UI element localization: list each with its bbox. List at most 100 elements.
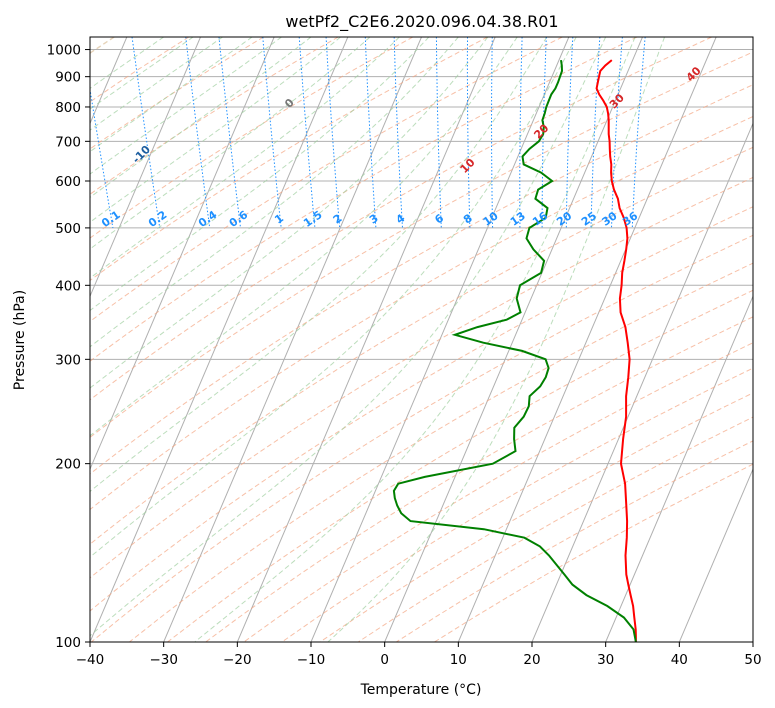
- mixing-ratio-line: [466, 37, 471, 228]
- dewpoint-profile-line: [392, 59, 637, 642]
- y-tick-label: 600: [55, 174, 81, 190]
- mixing-ratio-label: 6: [432, 211, 446, 226]
- isotherm-gridline: [678, 467, 753, 642]
- isotherm-gridline: [236, 37, 496, 642]
- moist-adiabat: [90, 37, 341, 223]
- mixing-ratio-label: 0.2: [146, 208, 169, 230]
- dry-adiabat: [90, 37, 264, 150]
- moist-adiabat: [90, 37, 577, 558]
- y-axis: 100 200 300 400 500 600 700 800 900 1000: [47, 43, 90, 651]
- dry-adiabat: [90, 115, 753, 511]
- mixing-ratio-line: [90, 86, 114, 228]
- moist-adiabat: [90, 37, 164, 90]
- chart-title: wetPf2_C2E6.2020.096.04.38.R01: [285, 12, 558, 32]
- y-tick-label: 200: [55, 457, 81, 473]
- x-tick-label: −10: [297, 652, 326, 668]
- dry-adiabat: [90, 37, 190, 103]
- dry-adiabat: [90, 176, 753, 579]
- isotherm-gridline: [457, 37, 717, 642]
- mixing-ratio-label: 4: [394, 211, 408, 226]
- temperature-profile-line: [595, 59, 637, 642]
- mixing-ratio-label: 13: [508, 209, 528, 228]
- moist-adiabat: [90, 37, 194, 110]
- dry-adiabat-label: -20: [0, 194, 18, 217]
- mixing-ratio-line: [590, 37, 601, 228]
- mixing-ratio-line: [435, 37, 442, 228]
- moist-adiabat: [90, 37, 371, 250]
- dry-adiabat: [90, 146, 753, 545]
- isotherm-gridline: [384, 37, 643, 642]
- y-tick-label: 500: [55, 221, 81, 237]
- dry-adiabat: [90, 84, 753, 475]
- isotherm-gridline: [531, 122, 753, 642]
- dry-adiabat: [90, 37, 712, 401]
- mixing-ratio-line: [393, 37, 403, 228]
- isotherm-gridline: [90, 37, 349, 642]
- mixing-ratio-line: [565, 37, 574, 228]
- mixing-ratio-label: 8: [461, 212, 475, 227]
- moist-adiabat: [90, 37, 518, 437]
- mixing-ratio-line: [218, 37, 241, 228]
- mixing-ratio-line: [519, 37, 523, 228]
- mixing-ratio-line: [262, 37, 282, 228]
- mixing-ratio-label: 36: [620, 209, 640, 229]
- mixing-ratio-label: 3: [367, 212, 381, 227]
- dry-adiabat: [281, 367, 753, 642]
- moist-adiabat: [90, 37, 489, 389]
- y-tick-label: 800: [55, 100, 81, 116]
- moist-adiabat-label: 30: [607, 91, 627, 111]
- y-tick-label: 100: [55, 635, 81, 651]
- mixing-ratio-line: [364, 37, 377, 228]
- dry-adiabat-label: 0: [282, 96, 297, 111]
- dry-adiabat: [90, 37, 414, 239]
- y-tick-label: 400: [55, 278, 81, 294]
- mixing-ratio-line: [491, 37, 494, 228]
- moist-adiabat-label: 40: [684, 64, 704, 84]
- plot-frame: [89, 36, 754, 643]
- mixing-ratio-line: [298, 37, 316, 228]
- dry-adiabat: [357, 416, 753, 642]
- x-axis-label: Temperature (°C): [360, 682, 482, 698]
- background-lines: [90, 37, 753, 642]
- mixing-ratio-label: 2: [331, 212, 345, 227]
- x-tick-label: −20: [223, 652, 252, 668]
- y-tick-label: 900: [55, 70, 81, 86]
- isotherm-gridline: [90, 37, 201, 298]
- moist-adiabat: [90, 37, 607, 637]
- moist-adiabat-label: 10: [458, 156, 478, 176]
- x-tick-label: 10: [450, 652, 467, 668]
- dry-adiabat: [90, 51, 753, 438]
- mixing-ratio-label: 30: [599, 209, 619, 229]
- mixing-ratio-label: 10: [481, 209, 501, 229]
- dry-adiabat: [129, 262, 753, 642]
- mixing-ratio-label: 0.1: [99, 208, 122, 230]
- x-tick-label: 20: [523, 652, 540, 668]
- dry-adiabat: [90, 206, 753, 612]
- moist-adiabat: [90, 37, 548, 493]
- x-tick-label: −30: [149, 652, 178, 668]
- mixing-ratio-line: [611, 37, 623, 228]
- x-tick-label: 50: [744, 652, 761, 668]
- dry-adiabat: [167, 289, 753, 642]
- x-tick-label: 30: [597, 652, 614, 668]
- mixing-ratio-line: [325, 37, 341, 228]
- moist-adiabat: [327, 37, 666, 642]
- dry-adiabat: [90, 37, 339, 195]
- x-tick-label: 40: [671, 652, 688, 668]
- dry-adiabat: [90, 37, 488, 282]
- mixing-ratio-label: 0.6: [227, 208, 251, 230]
- y-tick-label: 300: [55, 352, 81, 368]
- moist-adiabat: [90, 37, 430, 312]
- isotherm-gridline: [605, 295, 753, 642]
- moist-adiabat: [194, 37, 636, 642]
- moist-adiabat: [90, 37, 282, 175]
- dry-adiabat: [205, 316, 753, 642]
- moist-adiabat: [90, 37, 253, 153]
- moist-adiabat-label: 20: [531, 121, 551, 141]
- y-axis-label: Pressure (hPa): [12, 290, 28, 390]
- isotherm-gridline: [752, 640, 753, 642]
- moist-adiabat: [90, 37, 459, 348]
- mixing-ratio-label: 1: [272, 212, 286, 227]
- dry-adiabat: [90, 37, 563, 323]
